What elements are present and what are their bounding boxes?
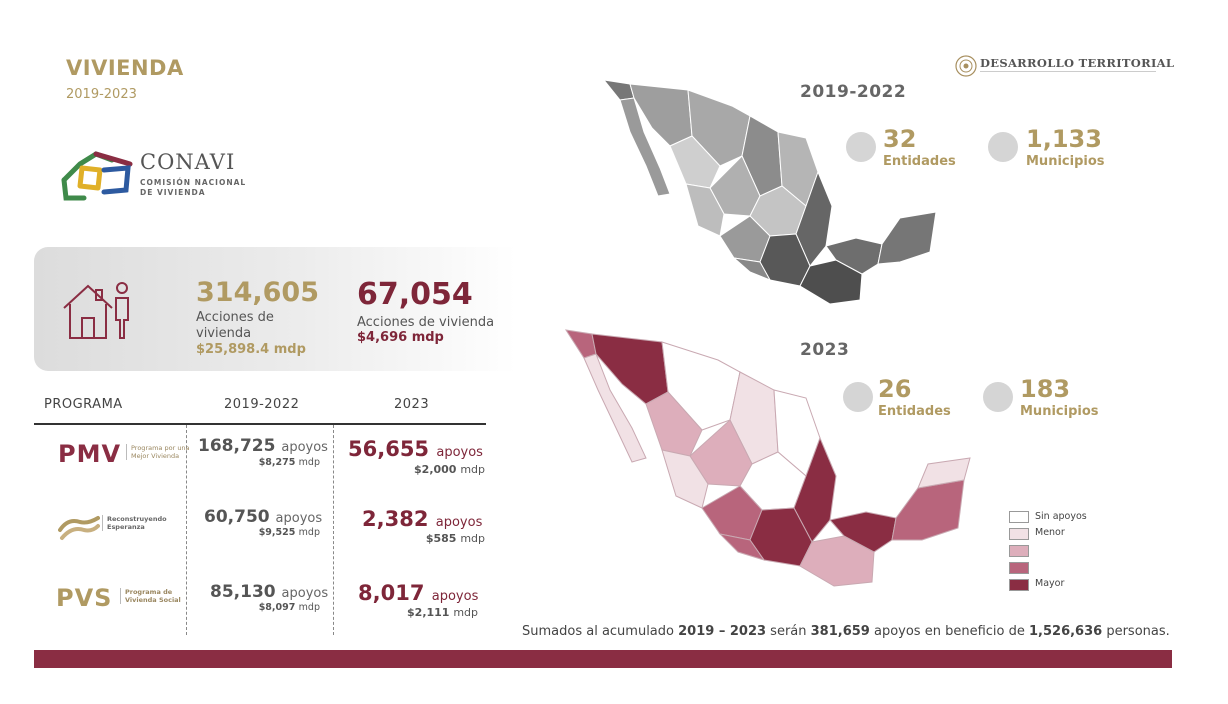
table-header-2023: 2023 xyxy=(394,397,430,412)
brand-divider xyxy=(980,71,1156,72)
table-column-divider xyxy=(333,425,334,635)
legend-swatch-menor xyxy=(1009,528,1029,540)
program-pmv-desc: Programa por una Mejor Vivienda xyxy=(126,444,196,460)
legend-swatch-sin-apoyos xyxy=(1009,511,1029,523)
municipios-dot-icon xyxy=(988,132,1018,162)
mdp-unit: mdp xyxy=(298,457,320,468)
brand-name: DESARROLLO TERRITORIAL xyxy=(980,56,1175,70)
unit-label: apoyos xyxy=(431,589,479,604)
table-row: 85,130 apoyos xyxy=(210,582,328,602)
map-2019-2022-title: 2019-2022 xyxy=(800,82,907,102)
footnote-text-1: Sumados al acumulado xyxy=(522,624,679,639)
page-title: VIVIENDA xyxy=(66,56,184,80)
pmv-2019-2022-value: 168,725 xyxy=(198,436,276,456)
table-row: 8,017 apoyos xyxy=(358,581,478,605)
table-header-programa: PROGRAMA xyxy=(44,397,123,412)
program-pvs-name: PVS xyxy=(56,584,113,612)
map-2023-municipios-label: Municipios xyxy=(1020,404,1099,419)
legend-swatch-high xyxy=(1009,562,1029,574)
seal-icon xyxy=(955,55,977,77)
summary-panel xyxy=(34,247,516,371)
mdp-unit: mdp xyxy=(460,463,485,476)
mdp-unit: mdp xyxy=(460,532,485,545)
pvs-2023-mdp: $2,111 mdp xyxy=(338,606,478,619)
table-row: 60,750 apoyos xyxy=(204,507,322,527)
table-row: 168,725 apoyos xyxy=(198,436,328,456)
esperanza-2023-value: 2,382 xyxy=(362,507,429,531)
table-row: 56,655 apoyos xyxy=(348,437,483,461)
map-2023-municipios-value: 183 xyxy=(1020,375,1071,403)
footnote-people: 1,526,636 xyxy=(1029,624,1103,639)
esperanza-2019-2022-mdp: $9,525 mdp xyxy=(200,527,320,538)
conavi-name: CONAVI xyxy=(140,150,236,174)
esperanza-2019-2022-value: 60,750 xyxy=(204,507,270,527)
unit-label: apoyos xyxy=(281,586,329,601)
page-years: 2019-2023 xyxy=(66,87,137,102)
conavi-house-logo-icon xyxy=(61,151,133,201)
entidades-dot-icon xyxy=(846,132,876,162)
summary-2023-amount: $4,696 mdp xyxy=(357,330,444,345)
pmv-2019-2022-mdp: $8,275 mdp xyxy=(200,457,320,468)
legend-label-sin-apoyos: Sin apoyos xyxy=(1035,511,1087,522)
map-2019-2022-municipios-value: 1,133 xyxy=(1026,125,1102,153)
pmv-2023-value: 56,655 xyxy=(348,437,430,461)
amount: $9,525 xyxy=(258,527,296,538)
amount: $8,097 xyxy=(258,602,296,613)
footnote: Sumados al acumulado 2019 – 2023 serán 3… xyxy=(522,624,1170,639)
program-esperanza-desc: Reconstruyendo Esperanza xyxy=(102,515,172,531)
program-pvs-desc: Programa de Vivienda Social xyxy=(120,588,190,604)
table-row: 2,382 apoyos xyxy=(362,507,482,531)
map-2019-2022-entidades-label: Entidades xyxy=(883,154,956,169)
legend-label-mayor: Mayor xyxy=(1035,578,1065,589)
pvs-2023-value: 8,017 xyxy=(358,581,425,605)
pvs-2019-2022-value: 85,130 xyxy=(210,582,276,602)
mdp-unit: mdp xyxy=(298,602,320,613)
summary-2019-2022-value: 314,605 xyxy=(196,277,319,308)
house-person-icon xyxy=(63,282,129,339)
summary-2019-2022-amount: $25,898.4 mdp xyxy=(196,342,306,357)
hands-icon xyxy=(58,516,100,540)
unit-label: apoyos xyxy=(435,515,483,530)
map-2023-title: 2023 xyxy=(800,340,850,360)
amount: $585 xyxy=(425,532,457,545)
amount: $2,111 xyxy=(407,606,450,619)
footnote-total: 381,659 xyxy=(810,624,870,639)
map-2019-2022-municipios-label: Municipios xyxy=(1026,154,1105,169)
table-column-divider xyxy=(186,425,187,635)
footnote-text-2: serán xyxy=(766,624,811,639)
unit-label: apoyos xyxy=(436,445,483,460)
mdp-unit: mdp xyxy=(298,527,320,538)
mexico-map-2019-2022 xyxy=(602,79,937,305)
mexico-map-2023 xyxy=(564,329,971,587)
pvs-2019-2022-mdp: $8,097 mdp xyxy=(200,602,320,613)
summary-2023-value: 67,054 xyxy=(357,277,473,312)
entidades-dot-icon xyxy=(843,382,873,412)
map-2023-entidades-label: Entidades xyxy=(878,404,951,419)
footnote-text-3: apoyos en beneficio de xyxy=(869,624,1029,639)
conavi-subtitle: COMISIÓN NACIONAL DE VIVIENDA xyxy=(140,178,247,197)
bottom-bar xyxy=(34,650,1172,668)
unit-label: apoyos xyxy=(275,511,323,526)
legend-swatch-medium xyxy=(1009,545,1029,557)
legend-label-menor: Menor xyxy=(1035,527,1065,538)
legend-swatch-mayor xyxy=(1009,579,1029,591)
mdp-unit: mdp xyxy=(453,606,478,619)
amount: $2,000 xyxy=(414,463,457,476)
table-header-rule xyxy=(34,423,486,425)
summary-2023-label: Acciones de vivienda xyxy=(357,315,495,330)
map-2023-entidades-value: 26 xyxy=(878,375,912,403)
table-header-2019-2022: 2019-2022 xyxy=(224,397,300,412)
amount: $8,275 xyxy=(258,457,296,468)
footnote-text-4: personas. xyxy=(1102,624,1170,639)
summary-2019-2022-label: Acciones de vivienda xyxy=(196,310,274,341)
map-2019-2022-entidades-value: 32 xyxy=(883,125,917,153)
pmv-2023-mdp: $2,000 mdp xyxy=(345,463,485,476)
municipios-dot-icon xyxy=(983,382,1013,412)
program-pmv-name: PMV xyxy=(58,440,122,468)
esperanza-2023-mdp: $585 mdp xyxy=(345,532,485,545)
footnote-years: 2019 – 2023 xyxy=(678,624,767,639)
unit-label: apoyos xyxy=(281,440,328,455)
